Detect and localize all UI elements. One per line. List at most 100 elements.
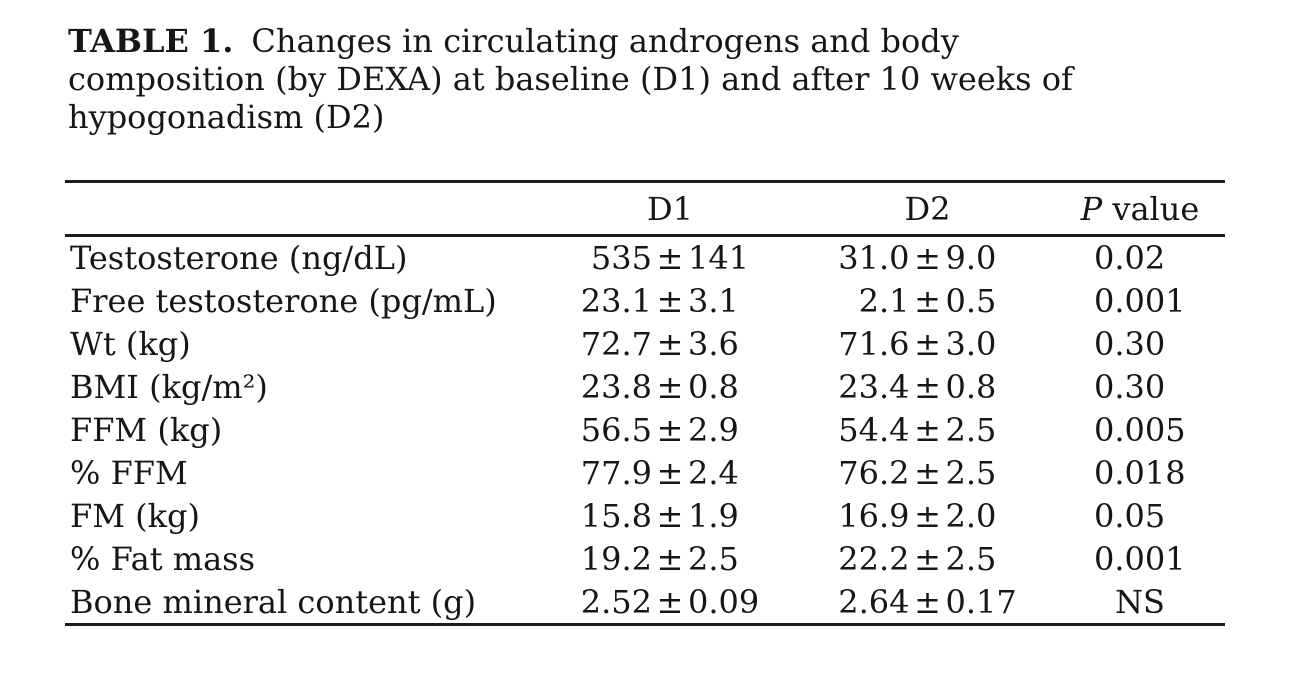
row-label: % Fat mass bbox=[70, 539, 255, 578]
table-row: FFM (kg) 56.5 ±2.9 54.4 ±2.5 0.005 bbox=[65, 409, 1225, 452]
d1-sd: 2.9 bbox=[688, 410, 739, 449]
d2-mean: 71.6 bbox=[838, 325, 910, 364]
plus-minus-sign: ± bbox=[914, 453, 941, 492]
d2-value: 2.1 ±0.5 bbox=[800, 282, 1055, 320]
d2-value: 2.64 ±0.17 bbox=[800, 583, 1055, 621]
column-header: D1 bbox=[646, 189, 693, 228]
table-row: % Fat mass 19.2 ±2.5 22.2 ±2.5 0.001 bbox=[65, 537, 1225, 580]
d2-mean: 16.9 bbox=[838, 496, 910, 535]
d1-sd: 0.8 bbox=[688, 368, 739, 407]
d2-sd: 9.0 bbox=[945, 239, 997, 278]
d2-value: 76.2 ±2.5 bbox=[800, 454, 1055, 492]
table-number: TABLE 1. bbox=[68, 22, 234, 60]
plus-minus-sign: ± bbox=[656, 239, 684, 278]
table-row: % FFM 77.9 ±2.4 76.2 ±2.5 0.018 bbox=[65, 451, 1225, 494]
d2-mean: 54.4 bbox=[838, 410, 910, 449]
row-label: Testosterone (ng/dL) bbox=[70, 239, 408, 278]
caption-line: TABLE 1. Changes in circulating androgens… bbox=[68, 22, 1073, 60]
table-row: Testosterone (ng/dL) 535 ±141 31.0 ±9.0 0.02 bbox=[65, 237, 1225, 280]
p-value: 0.05 bbox=[1055, 497, 1225, 535]
d2-sd: 2.0 bbox=[945, 496, 997, 535]
d2-sd: 2.5 bbox=[945, 410, 997, 449]
table-row: FM (kg) 15.8 ±1.9 16.9 ±2.0 0.05 bbox=[65, 494, 1225, 537]
plus-minus-sign: ± bbox=[656, 582, 684, 621]
plus-minus-sign: ± bbox=[914, 410, 941, 449]
p-value: 0.005 bbox=[1055, 411, 1225, 449]
row-label: % FFM bbox=[70, 453, 188, 492]
d1-sd: 0.09 bbox=[688, 582, 760, 621]
plus-minus-sign: ± bbox=[656, 325, 684, 364]
plus-minus-sign: ± bbox=[656, 453, 684, 492]
table-header-rule bbox=[65, 234, 1225, 237]
caption-line: hypogonadism (D2) bbox=[68, 98, 385, 136]
table-row: BMI (kg/m²) 23.8 ±0.8 23.4 ±0.8 0.30 bbox=[65, 366, 1225, 409]
d1-value: 72.7 ±3.6 bbox=[540, 325, 800, 363]
p-value: 0.02 bbox=[1055, 239, 1225, 277]
d2-mean: 2.64 bbox=[838, 582, 910, 621]
table-row: Wt (kg) 72.7 ±3.6 71.6 ±3.0 0.30 bbox=[65, 323, 1225, 366]
d1-value: 23.1 ±3.1 bbox=[540, 282, 800, 320]
p-value-text: 0.05 bbox=[1094, 496, 1166, 535]
p-value-text: 0.001 bbox=[1094, 539, 1186, 578]
d1-value: 23.8 ±0.8 bbox=[540, 368, 800, 406]
table-row: Bone mineral content (g) 2.52 ±0.09 2.64 ±0.… bbox=[65, 580, 1225, 623]
d1-mean: 535 bbox=[590, 239, 652, 278]
d2-value: 71.6 ±3.0 bbox=[800, 325, 1055, 363]
row-label: Free testosterone (pg/mL) bbox=[70, 282, 497, 321]
d1-value: 2.52 ±0.09 bbox=[540, 583, 800, 621]
d1-value: 535 ±141 bbox=[540, 239, 800, 277]
table-bottom-rule bbox=[65, 623, 1225, 626]
row-label: Wt (kg) bbox=[70, 325, 191, 364]
table-top-rule bbox=[65, 180, 1225, 183]
d1-value: 56.5 ±2.9 bbox=[540, 411, 800, 449]
d1-value: 77.9 ±2.4 bbox=[540, 454, 800, 492]
d2-mean: 76.2 bbox=[838, 453, 910, 492]
p-value-text: 0.30 bbox=[1094, 325, 1166, 364]
row-label: FM (kg) bbox=[70, 496, 200, 535]
plus-minus-sign: ± bbox=[914, 282, 941, 321]
plus-minus-sign: ± bbox=[656, 368, 684, 407]
d2-mean: 23.4 bbox=[838, 368, 910, 407]
d1-mean: 23.1 bbox=[580, 282, 652, 321]
p-value: 0.018 bbox=[1055, 454, 1225, 492]
d1-mean: 77.9 bbox=[580, 453, 652, 492]
plus-minus-sign: ± bbox=[656, 496, 684, 535]
data-table: D1 D2 P value Testosterone (ng/dL) 535 ±141 3… bbox=[65, 180, 1225, 626]
p-value: NS bbox=[1055, 583, 1225, 621]
p-value-text: 0.005 bbox=[1094, 410, 1186, 449]
p-value-text: 0.018 bbox=[1094, 453, 1186, 492]
row-label: FFM (kg) bbox=[70, 410, 223, 449]
plus-minus-sign: ± bbox=[914, 368, 941, 407]
d1-sd: 2.4 bbox=[688, 453, 739, 492]
d2-sd: 0.17 bbox=[945, 582, 1017, 621]
d2-sd: 0.8 bbox=[945, 368, 997, 407]
d1-mean: 72.7 bbox=[580, 325, 652, 364]
p-value-text: NS bbox=[1115, 582, 1165, 621]
d1-sd: 141 bbox=[688, 239, 750, 278]
p-value: 0.30 bbox=[1055, 325, 1225, 363]
column-header: P value bbox=[1080, 189, 1200, 228]
column-header: D2 bbox=[904, 189, 951, 228]
d1-sd: 3.6 bbox=[688, 325, 739, 364]
d2-mean: 22.2 bbox=[838, 539, 910, 578]
caption-text: Changes in circulating androgens and bod… bbox=[251, 22, 959, 60]
d2-value: 23.4 ±0.8 bbox=[800, 368, 1055, 406]
p-value: 0.30 bbox=[1055, 368, 1225, 406]
d1-sd: 3.1 bbox=[688, 282, 739, 321]
d2-mean: 2.1 bbox=[858, 282, 910, 321]
d1-sd: 1.9 bbox=[688, 496, 739, 535]
p-value-text: 0.30 bbox=[1094, 368, 1166, 407]
caption-line: composition (by DEXA) at baseline (D1) a… bbox=[68, 60, 1073, 98]
d2-mean: 31.0 bbox=[838, 239, 910, 278]
plus-minus-sign: ± bbox=[914, 496, 941, 535]
plus-minus-sign: ± bbox=[656, 539, 684, 578]
d2-sd: 3.0 bbox=[945, 325, 997, 364]
plus-minus-sign: ± bbox=[914, 239, 941, 278]
d2-value: 54.4 ±2.5 bbox=[800, 411, 1055, 449]
d1-value: 15.8 ±1.9 bbox=[540, 497, 800, 535]
plus-minus-sign: ± bbox=[656, 282, 684, 321]
plus-minus-sign: ± bbox=[914, 325, 941, 364]
p-value: 0.001 bbox=[1055, 282, 1225, 320]
d1-mean: 23.8 bbox=[580, 368, 652, 407]
